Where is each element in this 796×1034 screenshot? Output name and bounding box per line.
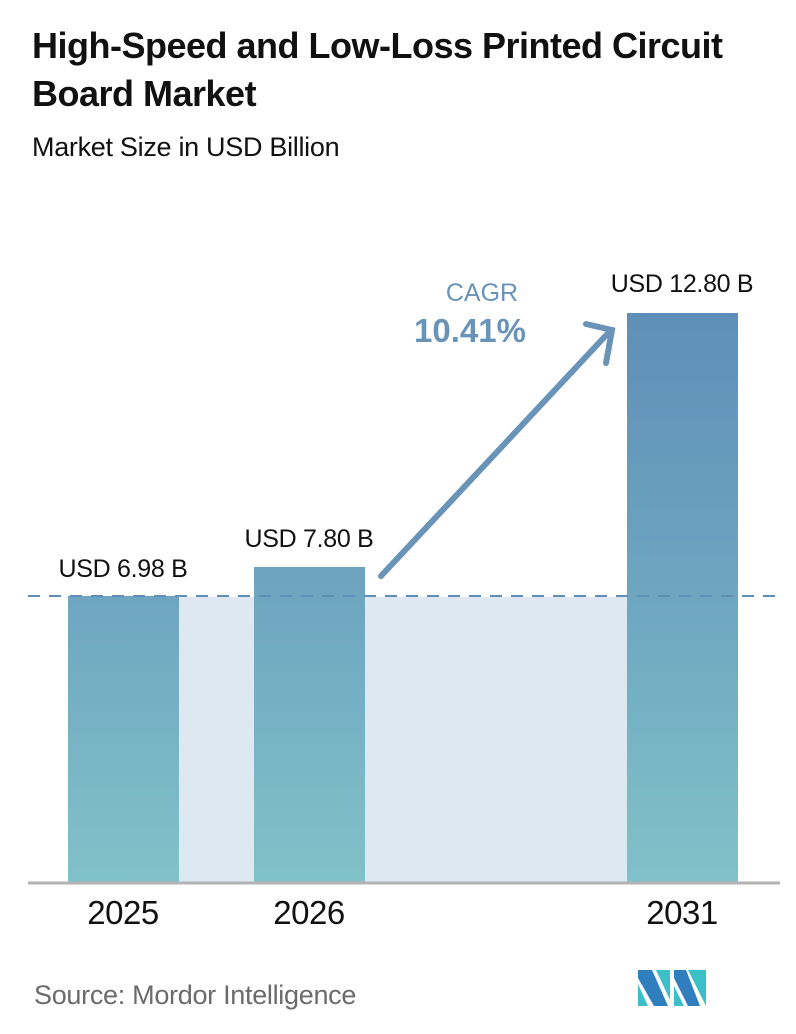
chart-subtitle: Market Size in USD Billion: [32, 132, 340, 162]
x-tick-2031: 2031: [646, 894, 718, 931]
cagr-label: CAGR: [445, 279, 519, 307]
bar-value-label-2025: USD 6.98 B: [58, 555, 188, 583]
cagr-arrow-icon: [378, 321, 616, 579]
mordor-intelligence-logo-icon: [638, 970, 706, 1006]
x-tick-2025: 2025: [87, 894, 159, 931]
bar-2025: [68, 596, 179, 882]
bar-value-label-2026: USD 7.80 B: [244, 525, 374, 553]
bar-value-label-2031: USD 12.80 B: [610, 270, 754, 298]
band-area: [179, 597, 627, 882]
cagr-value: 10.41%: [414, 312, 526, 349]
source-text: Source: Mordor Intelligence: [34, 980, 357, 1010]
bar-2031: [627, 313, 738, 882]
chart-title: High-Speed and Low-Loss Printed Circuit …: [32, 25, 723, 114]
x-tick-2026: 2026: [273, 894, 345, 931]
bar-2026: [254, 567, 365, 882]
